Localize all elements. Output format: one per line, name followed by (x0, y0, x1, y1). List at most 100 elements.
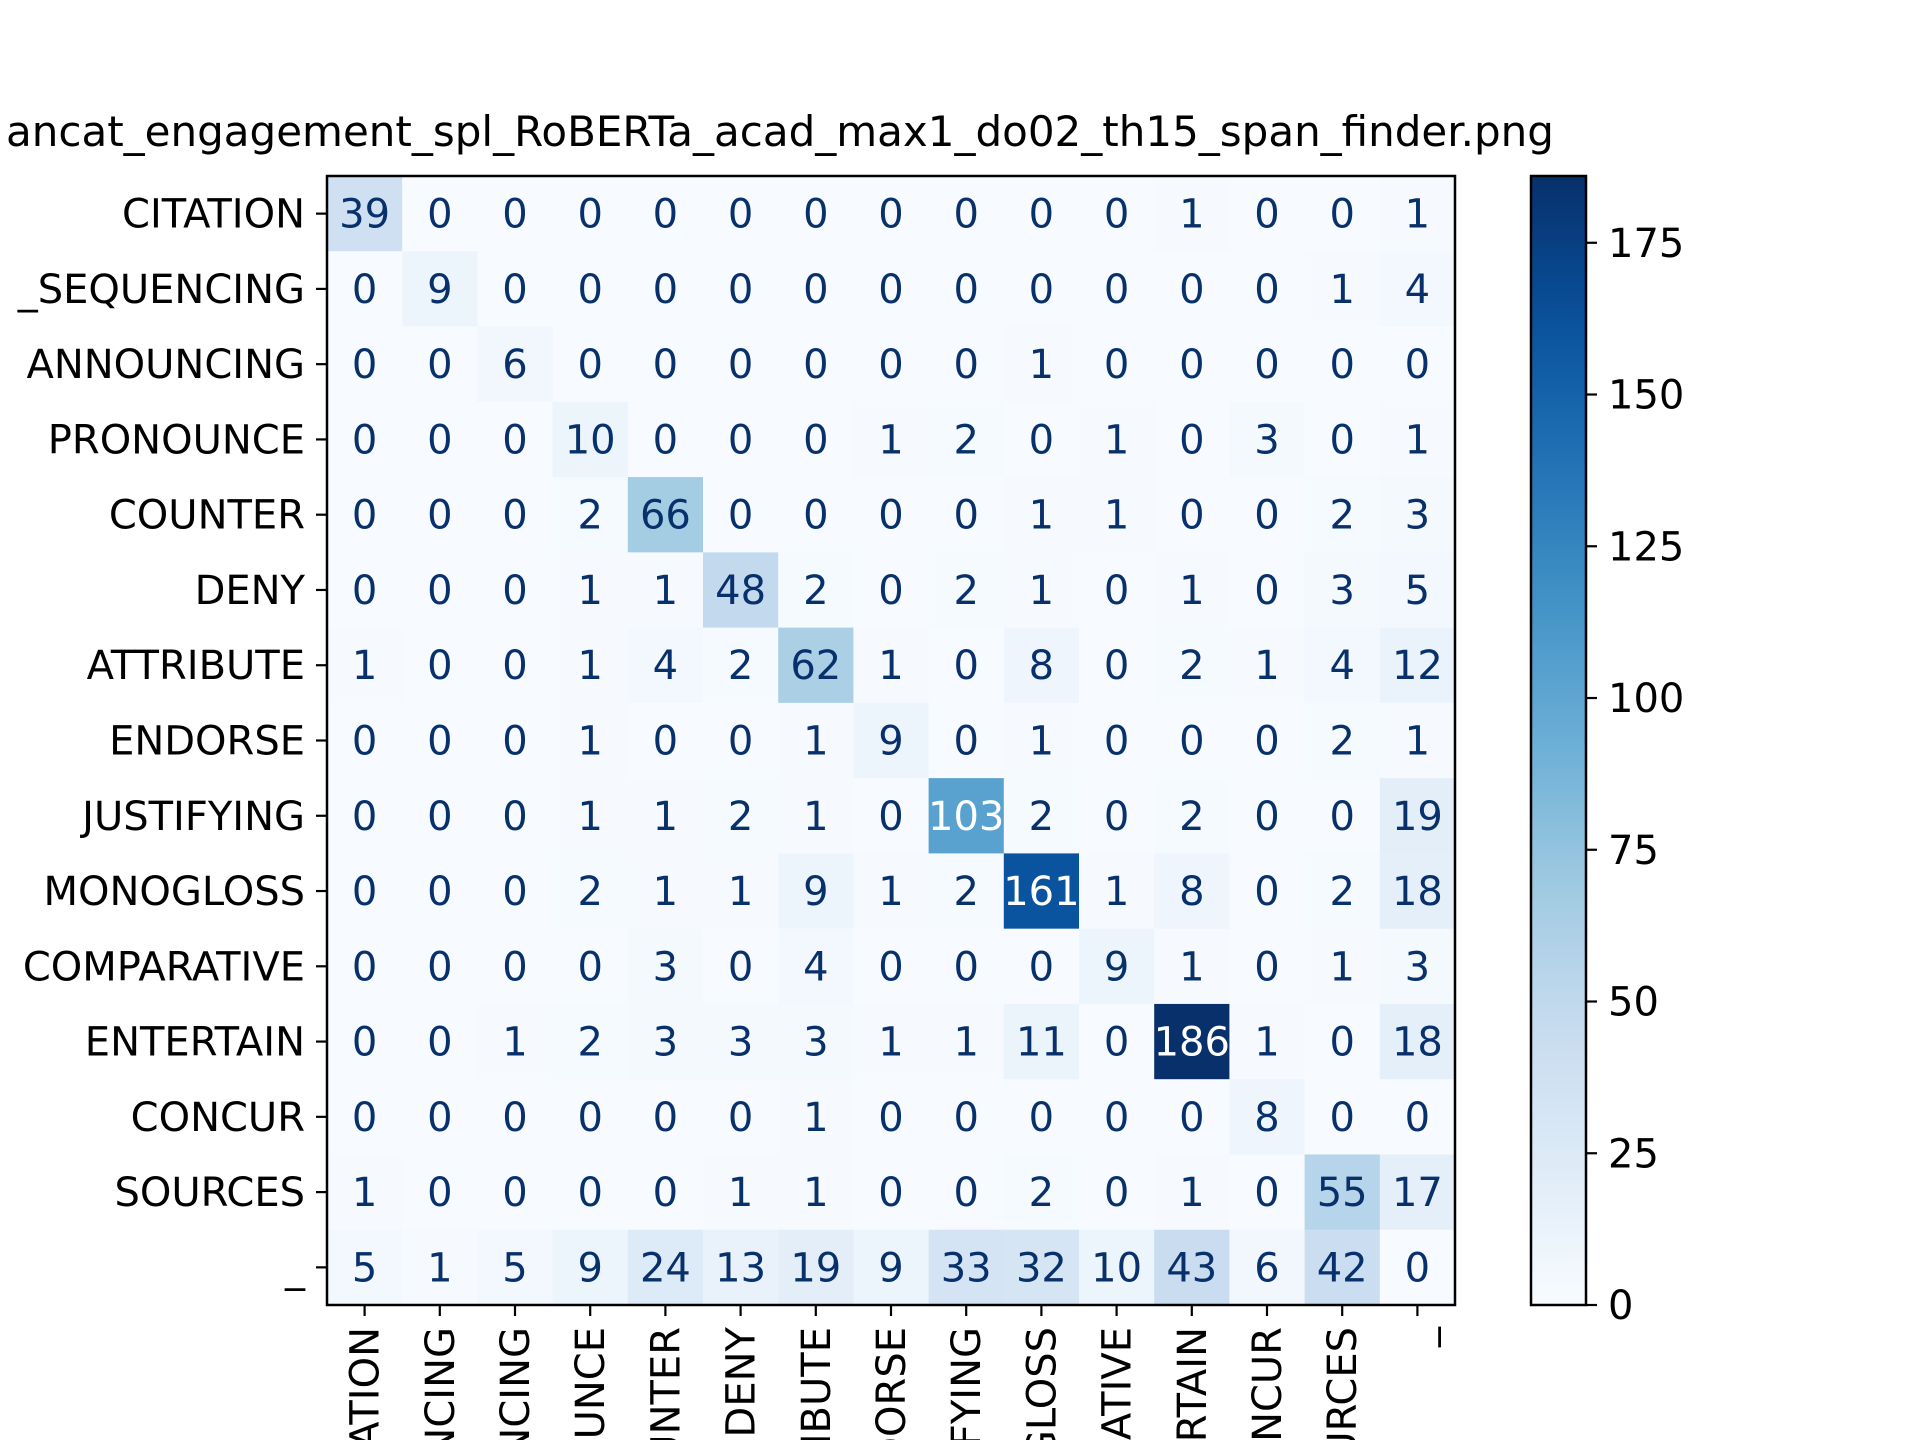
heatmap-cell (1379, 401, 1456, 478)
heatmap-cell (1379, 627, 1456, 704)
cell-value-label: 0 (427, 719, 452, 765)
heatmap-cell (327, 552, 403, 629)
heatmap-cell (477, 251, 554, 328)
heatmap-cell (928, 251, 1005, 328)
heatmap-cell (778, 778, 854, 854)
heatmap-cell (1304, 401, 1381, 478)
cell-value-label: 19 (790, 1245, 841, 1291)
heatmap-cell (402, 477, 478, 553)
heatmap-cell (853, 853, 930, 930)
heatmap-cell (928, 928, 1005, 1005)
heatmap-cell (1154, 702, 1230, 779)
cell-value-label: 1 (1405, 417, 1430, 463)
heatmap-cell (703, 928, 779, 1005)
cell-value-label: 0 (502, 869, 527, 915)
heatmap-cell (703, 853, 779, 930)
cell-value-label: 0 (502, 1095, 527, 1141)
heatmap-cell (1229, 627, 1306, 704)
colorbar-tick-label: 50 (1608, 980, 1659, 1026)
cell-value-label: 1 (1029, 719, 1054, 765)
cell-value-label: 0 (1104, 267, 1129, 313)
cell-value-label: 2 (1029, 1170, 1054, 1216)
cell-value-label: 0 (352, 417, 377, 463)
cell-value-label: 0 (1104, 1020, 1129, 1066)
heatmap-cell (853, 176, 930, 252)
cell-value-label: 1 (1179, 1170, 1204, 1216)
cell-value-label: 0 (577, 1170, 602, 1216)
heatmap-cell (1379, 928, 1456, 1005)
heatmap-cell (402, 176, 478, 252)
heatmap-cell (627, 778, 704, 854)
heatmap-cell (477, 176, 554, 252)
heatmap-cell (778, 401, 854, 478)
cell-value-label: 5 (352, 1245, 377, 1291)
heatmap-cell (1003, 627, 1080, 704)
cell-value-label: 0 (1179, 1095, 1204, 1141)
heatmap-cell (1229, 1003, 1306, 1080)
cell-value-label: 1 (1029, 568, 1054, 614)
colorbar-tick-label: 25 (1608, 1131, 1659, 1177)
cell-value-label: 10 (565, 417, 616, 463)
heatmap-cell (853, 1079, 930, 1156)
cell-value-label: 1 (427, 1245, 452, 1291)
cell-value-label: 3 (653, 944, 678, 990)
cell-value-label: 0 (1029, 944, 1054, 990)
cell-value-label: 0 (803, 493, 828, 539)
heatmap-cell (1003, 702, 1080, 779)
cell-value-label: 1 (803, 1095, 828, 1141)
cell-value-label: 3 (1405, 944, 1430, 990)
cell-value-label: 1 (1329, 944, 1354, 990)
heatmap-cell (703, 552, 779, 629)
cell-value-label: 9 (803, 869, 828, 915)
cell-value-label: 0 (1405, 342, 1430, 388)
cell-value-label: 0 (502, 493, 527, 539)
cell-value-label: 1 (502, 1020, 527, 1066)
row-tick-label: SOURCES (114, 1170, 305, 1216)
heatmap-cell (1079, 1154, 1155, 1231)
cell-value-label: 1 (1104, 869, 1129, 915)
cell-value-label: 0 (728, 192, 753, 238)
heatmap-cell (1304, 552, 1381, 629)
cell-value-label: 0 (953, 944, 978, 990)
heatmap-cell (552, 702, 629, 779)
heatmap-cell (703, 702, 779, 779)
heatmap-cell (552, 552, 629, 629)
heatmap-cell (1003, 1229, 1080, 1306)
heatmap-cell (477, 1003, 554, 1080)
heatmap-cell (402, 702, 478, 779)
heatmap-cell (477, 853, 554, 930)
col-tick-label: RTAIN (1170, 1327, 1216, 1440)
heatmap-cell (552, 401, 629, 478)
col-tick-label: ONCUR (1245, 1327, 1291, 1440)
cell-value-label: 0 (728, 342, 753, 388)
cell-value-label: 1 (1104, 493, 1129, 539)
heatmap-cell (1379, 778, 1456, 854)
heatmap-cell (477, 552, 554, 629)
cell-value-label: 1 (1179, 192, 1204, 238)
heatmap-cell (853, 928, 930, 1005)
cell-value-label: 0 (502, 794, 527, 840)
heatmap-cell (853, 702, 930, 779)
heatmap-cell (552, 1003, 629, 1080)
cell-value-label: 1 (577, 719, 602, 765)
cell-value-label: 0 (427, 1170, 452, 1216)
cell-value-label: 0 (577, 342, 602, 388)
cell-value-label: 6 (502, 342, 527, 388)
cell-value-label: 0 (427, 417, 452, 463)
cell-value-label: 1 (577, 568, 602, 614)
heatmap-cell (1229, 702, 1306, 779)
heatmap-cell (1003, 1154, 1080, 1231)
heatmap-cell (778, 1079, 854, 1156)
heatmap-cell (928, 401, 1005, 478)
heatmap-cell (1304, 251, 1381, 328)
cell-value-label: 2 (1329, 869, 1354, 915)
cell-value-label: 0 (502, 944, 527, 990)
heatmap-cell (402, 853, 478, 930)
cell-value-label: 0 (352, 1020, 377, 1066)
cell-value-label: 4 (1329, 643, 1354, 689)
cell-value-label: 0 (352, 944, 377, 990)
cell-value-label: 0 (653, 719, 678, 765)
cell-value-label: 0 (803, 192, 828, 238)
heatmap-cell (477, 702, 554, 779)
